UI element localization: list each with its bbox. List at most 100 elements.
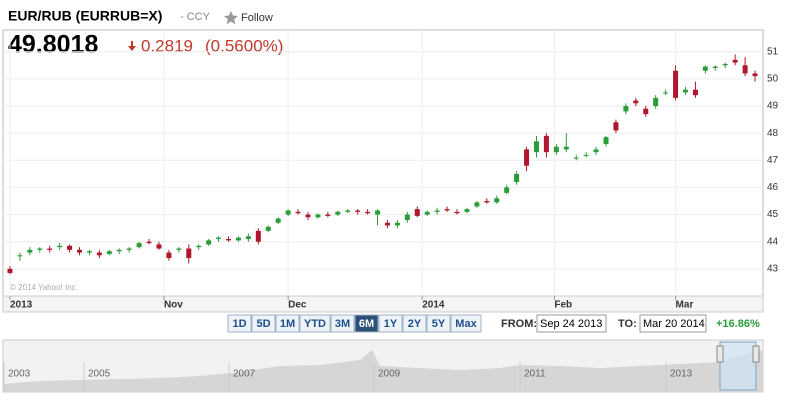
candle-body bbox=[255, 230, 261, 242]
period-change: +16.86% bbox=[716, 318, 760, 330]
candle-body bbox=[57, 245, 63, 248]
navigator-year: 2005 bbox=[88, 369, 111, 380]
y-tick-label: 45 bbox=[767, 209, 779, 220]
candle-body bbox=[37, 248, 43, 250]
candle-body bbox=[613, 122, 619, 131]
candle-body bbox=[136, 243, 142, 248]
candle-body bbox=[17, 255, 23, 257]
navigator-handle-left[interactable] bbox=[716, 345, 724, 363]
watermark: © 2014 Yahoo! Inc. bbox=[10, 283, 78, 292]
price: 49.8018 bbox=[8, 31, 98, 59]
candle-body bbox=[275, 218, 281, 223]
candle-body bbox=[573, 157, 579, 159]
range-button-label[interactable]: 1D bbox=[232, 318, 246, 330]
to-input[interactable] bbox=[639, 314, 707, 333]
from-label: FROM: bbox=[501, 318, 537, 330]
candle-body bbox=[206, 240, 212, 245]
candle-body bbox=[424, 211, 430, 215]
y-tick-label: 49 bbox=[767, 101, 779, 112]
candle-body bbox=[464, 209, 470, 212]
range-button-label[interactable]: 2Y bbox=[408, 318, 422, 330]
price-change: 0.2819 bbox=[141, 36, 193, 55]
range-button[interactable] bbox=[426, 314, 451, 333]
y-tick-label: 51 bbox=[767, 46, 779, 57]
candle-body bbox=[633, 100, 639, 104]
candle-body bbox=[126, 248, 132, 250]
candle-body bbox=[504, 187, 510, 193]
navigator-area bbox=[3, 350, 763, 392]
candle-body bbox=[47, 248, 53, 250]
x-axis-strip bbox=[2, 295, 764, 313]
x-tick-label: 2014 bbox=[422, 300, 445, 311]
range-button[interactable] bbox=[378, 314, 403, 333]
from-input[interactable] bbox=[536, 314, 607, 333]
range-button[interactable] bbox=[450, 314, 482, 333]
range-button-label[interactable]: 5D bbox=[256, 318, 270, 330]
candle-body bbox=[474, 202, 480, 207]
range-button-label[interactable]: 5Y bbox=[432, 318, 446, 330]
x-tick-label: Dec bbox=[288, 300, 307, 311]
candle-body bbox=[682, 89, 688, 93]
range-button-label[interactable]: YTD bbox=[304, 318, 326, 330]
range-button[interactable] bbox=[354, 314, 379, 333]
candle-body bbox=[643, 108, 649, 115]
follow-icon[interactable] bbox=[224, 11, 238, 25]
from-date[interactable]: Sep 24 2013 bbox=[540, 318, 602, 330]
x-tick-label: Nov bbox=[164, 300, 183, 311]
candle-body bbox=[563, 146, 569, 150]
candle-body bbox=[524, 149, 530, 166]
range-button-label[interactable]: Max bbox=[455, 318, 477, 330]
navigator-handle-right[interactable] bbox=[752, 345, 760, 363]
to-date[interactable]: Mar 20 2014 bbox=[643, 318, 705, 330]
candle-body bbox=[454, 211, 460, 214]
candle-body bbox=[484, 201, 490, 203]
navigator-selection[interactable] bbox=[719, 341, 757, 391]
candle-body bbox=[295, 211, 301, 214]
candle-body bbox=[404, 214, 410, 220]
candle-body bbox=[315, 214, 321, 218]
range-button[interactable] bbox=[299, 314, 331, 333]
range-buttons: 1D 5D 1M YTD 3M 6M 1Y 2Y 5Y Max bbox=[227, 314, 482, 333]
plot: 43 44 45 46 47 48 49 50 51 2013 Nov Dec 2014 Feb Mar bbox=[3, 30, 779, 311]
x-tick-label: 2013 bbox=[10, 300, 33, 311]
candle-body bbox=[355, 210, 361, 212]
range-button[interactable] bbox=[402, 314, 427, 333]
candle-body bbox=[245, 236, 251, 239]
navigator-year: 2011 bbox=[524, 369, 546, 380]
y-tick-label: 43 bbox=[767, 263, 779, 274]
candle-body bbox=[186, 248, 192, 258]
range-button-label[interactable]: 1Y bbox=[384, 318, 398, 330]
candle-body bbox=[583, 154, 589, 156]
candle-body bbox=[67, 245, 73, 250]
candle-body bbox=[543, 135, 549, 153]
follow-button[interactable]: Follow bbox=[241, 12, 273, 24]
candle-body bbox=[86, 251, 92, 253]
candle-body bbox=[77, 249, 83, 253]
candle-body bbox=[394, 222, 400, 226]
candle-body bbox=[384, 222, 390, 226]
candle-body bbox=[732, 59, 738, 63]
range-button[interactable] bbox=[275, 314, 300, 333]
range-button-label[interactable]: 3M bbox=[335, 318, 350, 330]
y-tick-label: 46 bbox=[767, 182, 779, 193]
y-tick-label: 48 bbox=[767, 128, 779, 139]
quote-title: EUR/RUB (EURRUB=X) bbox=[8, 8, 162, 24]
candle-body bbox=[176, 248, 182, 250]
range-button[interactable] bbox=[251, 314, 276, 333]
range-button[interactable] bbox=[330, 314, 355, 333]
candle-body bbox=[196, 245, 202, 248]
range-button-label[interactable]: 6M bbox=[359, 318, 374, 330]
candle-body bbox=[444, 209, 450, 211]
candle-body bbox=[156, 244, 162, 249]
range-button-label[interactable]: 1M bbox=[280, 318, 295, 330]
x-tick-label: Mar bbox=[676, 300, 694, 311]
candle-body bbox=[722, 63, 728, 66]
range-button[interactable] bbox=[227, 314, 252, 333]
navigator-year: 2009 bbox=[378, 369, 401, 380]
candle-body bbox=[226, 239, 232, 241]
navigator-year: 2013 bbox=[670, 369, 693, 380]
candle-body bbox=[414, 209, 420, 216]
candle-body bbox=[663, 92, 669, 94]
exchange: - CCY bbox=[180, 11, 211, 23]
